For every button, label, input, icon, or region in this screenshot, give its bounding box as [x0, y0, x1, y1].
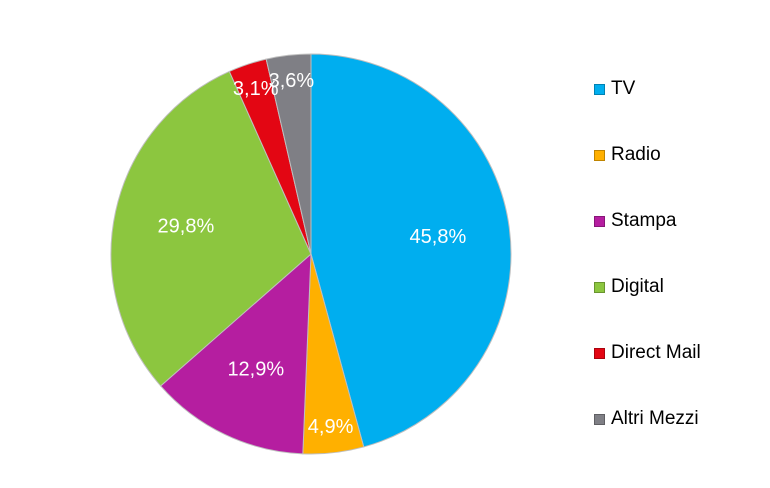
legend-swatch-altri-mezzi [594, 413, 605, 425]
pie-slice-tv [310, 53, 512, 448]
legend-swatch-tv [594, 83, 605, 95]
pie-slice-digital [110, 70, 312, 387]
legend-swatch-digital [594, 281, 605, 293]
legend-swatch-direct-mail [594, 347, 605, 359]
pie-slice-stampa [159, 252, 312, 455]
pie-label-direct-mail: 3,1% [233, 78, 279, 100]
pie-slices [110, 53, 512, 455]
legend-label-digital: Digital [611, 276, 664, 297]
pie-label-stampa: 12,9% [227, 359, 284, 381]
legend-label-stampa: Stampa [611, 210, 677, 231]
legend-swatch-stampa [594, 215, 605, 227]
legend: TV Radio Stampa Digital Direct Mail Altr… [594, 56, 701, 452]
legend-item-stampa: Stampa [594, 188, 701, 254]
pie-label-radio: 4,9% [308, 416, 354, 438]
legend-item-radio: Radio [594, 122, 701, 188]
pie-labels: 45,8% 4,9% 12,9% 29,8% 3,1%3,6% [158, 70, 467, 438]
legend-label-direct-mail: Direct Mail [611, 342, 701, 363]
legend-item-direct-mail: Direct Mail [594, 320, 701, 386]
legend-label-altri-mezzi: Altri Mezzi [611, 408, 699, 429]
legend-swatch-radio [594, 149, 605, 161]
legend-label-tv: TV [611, 78, 636, 99]
legend-label-radio: Radio [611, 144, 661, 165]
legend-item-tv: TV [594, 56, 701, 122]
pie-label-altri-mezzi: 3,6% [269, 70, 315, 92]
legend-item-altri-mezzi: Altri Mezzi [594, 386, 701, 452]
pie-slice-altri-mezzi [265, 53, 312, 255]
pie-label-tv: 45,8% [410, 226, 467, 248]
legend-item-digital: Digital [594, 254, 701, 320]
pie-label-digital: 29,8% [158, 216, 215, 238]
